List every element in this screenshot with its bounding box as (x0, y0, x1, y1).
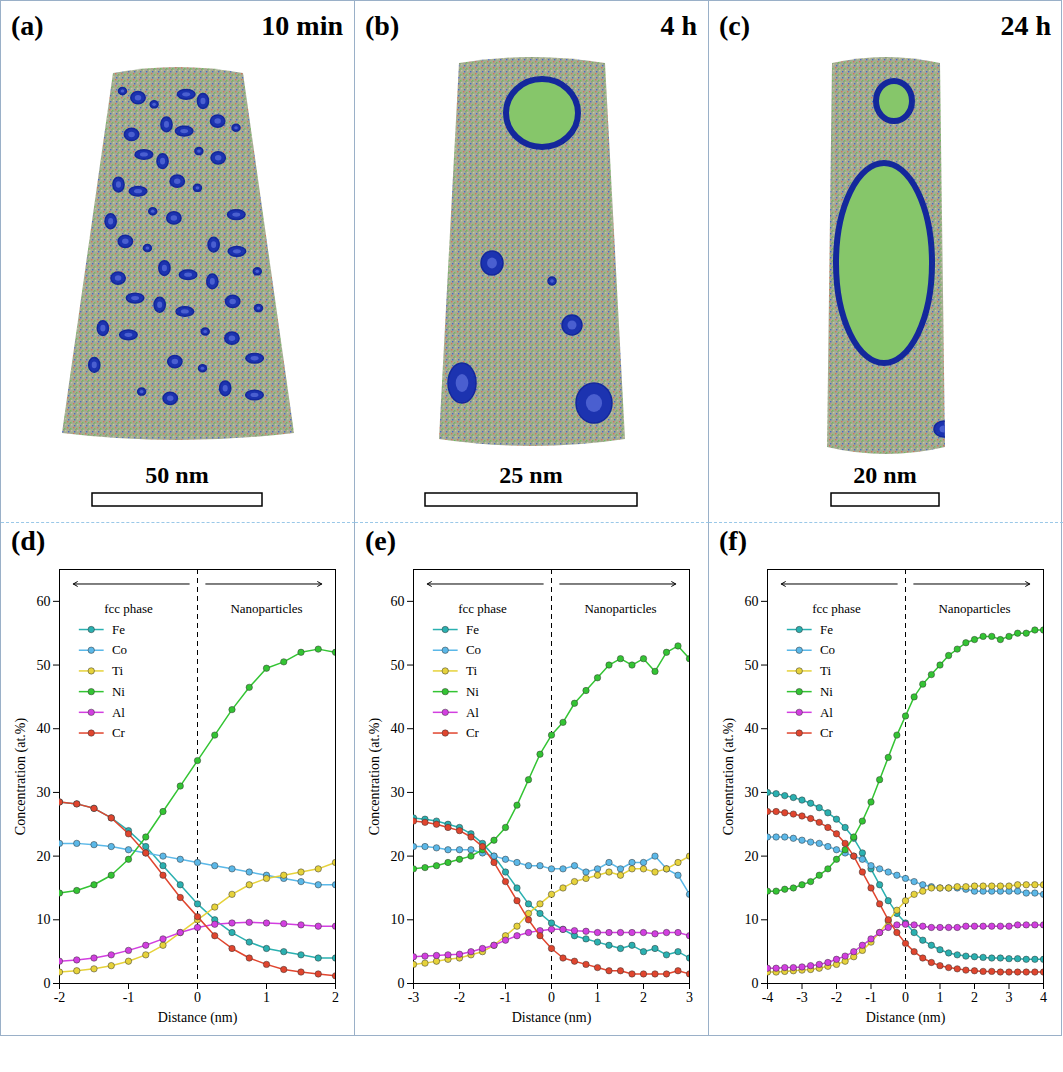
svg-text:25 nm: 25 nm (499, 462, 562, 488)
svg-text:Cr: Cr (466, 725, 480, 740)
svg-text:10: 10 (391, 912, 405, 927)
svg-text:50 nm: 50 nm (145, 462, 208, 488)
svg-text:Concentration (at.%): Concentration (at.%) (721, 717, 737, 835)
svg-text:30: 30 (745, 785, 759, 800)
svg-text:fcc phase: fcc phase (458, 601, 507, 616)
svg-text:-1: -1 (865, 990, 877, 1005)
html-text:(e): (e) (365, 525, 397, 556)
svg-text:4: 4 (1040, 990, 1047, 1005)
svg-text:Nanoparticles: Nanoparticles (230, 601, 302, 616)
svg-text:2: 2 (640, 990, 647, 1005)
svg-text:Distance (nm): Distance (nm) (158, 1010, 238, 1026)
svg-text:60: 60 (391, 594, 405, 609)
svg-text:-4: -4 (762, 990, 774, 1005)
svg-text:-3: -3 (408, 990, 420, 1005)
svg-text:Nanoparticles: Nanoparticles (584, 601, 656, 616)
svg-text:50: 50 (37, 658, 51, 673)
svg-text:Co: Co (466, 642, 481, 657)
svg-text:Ti: Ti (466, 663, 477, 678)
svg-text:Al: Al (820, 704, 833, 719)
svg-text:-2: -2 (831, 990, 843, 1005)
svg-text:3: 3 (1006, 990, 1013, 1005)
svg-text:-3: -3 (796, 990, 808, 1005)
svg-text:50: 50 (391, 658, 405, 673)
svg-text:Concentration (at.%): Concentration (at.%) (13, 717, 29, 835)
svg-text:-2: -2 (54, 990, 66, 1005)
html-text:(d): (d) (11, 525, 46, 556)
svg-text:Al: Al (112, 704, 125, 719)
svg-text:Ni: Ni (820, 684, 833, 699)
svg-text:50: 50 (745, 658, 759, 673)
svg-text:Ti: Ti (112, 663, 123, 678)
svg-text:2: 2 (332, 990, 339, 1005)
svg-text:(b): (b) (365, 10, 399, 41)
svg-text:10: 10 (745, 912, 759, 927)
svg-text:2: 2 (971, 990, 978, 1005)
svg-text:-2: -2 (454, 990, 466, 1005)
svg-text:1: 1 (263, 990, 270, 1005)
svg-text:-1: -1 (500, 990, 512, 1005)
svg-text:Cr: Cr (820, 725, 834, 740)
svg-text:40: 40 (391, 721, 405, 736)
svg-text:10: 10 (37, 912, 51, 927)
svg-text:20 nm: 20 nm (853, 462, 916, 488)
svg-text:10 min: 10 min (261, 10, 343, 41)
svg-text:30: 30 (37, 785, 51, 800)
svg-text:Distance (nm): Distance (nm) (866, 1010, 946, 1026)
svg-text:(c): (c) (719, 10, 750, 41)
svg-text:1: 1 (937, 990, 944, 1005)
svg-text:0: 0 (902, 990, 909, 1005)
svg-text:0: 0 (398, 976, 405, 991)
svg-text:3: 3 (686, 990, 693, 1005)
svg-text:-1: -1 (123, 990, 135, 1005)
svg-text:60: 60 (745, 594, 759, 609)
svg-text:Ni: Ni (112, 684, 125, 699)
svg-text:fcc phase: fcc phase (104, 601, 153, 616)
svg-text:20: 20 (745, 849, 759, 864)
svg-text:0: 0 (548, 990, 555, 1005)
html-text:(f): (f) (719, 525, 747, 556)
svg-text:20: 20 (37, 849, 51, 864)
svg-text:Ti: Ti (820, 663, 831, 678)
svg-text:(a): (a) (11, 10, 44, 41)
svg-text:Fe: Fe (112, 622, 125, 637)
svg-text:40: 40 (745, 721, 759, 736)
svg-text:0: 0 (752, 976, 759, 991)
svg-text:30: 30 (391, 785, 405, 800)
svg-text:20: 20 (391, 849, 405, 864)
svg-text:60: 60 (37, 594, 51, 609)
svg-text:0: 0 (44, 976, 51, 991)
svg-text:Fe: Fe (466, 622, 479, 637)
svg-text:24 h: 24 h (1000, 10, 1051, 41)
svg-text:Cr: Cr (112, 725, 126, 740)
svg-text:Co: Co (820, 642, 835, 657)
svg-text:Distance (nm): Distance (nm) (512, 1010, 592, 1026)
svg-text:Fe: Fe (820, 622, 833, 637)
svg-text:Al: Al (466, 704, 479, 719)
svg-text:Ni: Ni (466, 684, 479, 699)
svg-text:4 h: 4 h (660, 10, 697, 41)
svg-text:40: 40 (37, 721, 51, 736)
svg-text:0: 0 (194, 990, 201, 1005)
svg-text:Co: Co (112, 642, 127, 657)
svg-text:1: 1 (594, 990, 601, 1005)
svg-text:Nanoparticles: Nanoparticles (938, 601, 1010, 616)
svg-text:fcc phase: fcc phase (812, 601, 861, 616)
svg-text:Concentration (at.%): Concentration (at.%) (367, 717, 383, 835)
